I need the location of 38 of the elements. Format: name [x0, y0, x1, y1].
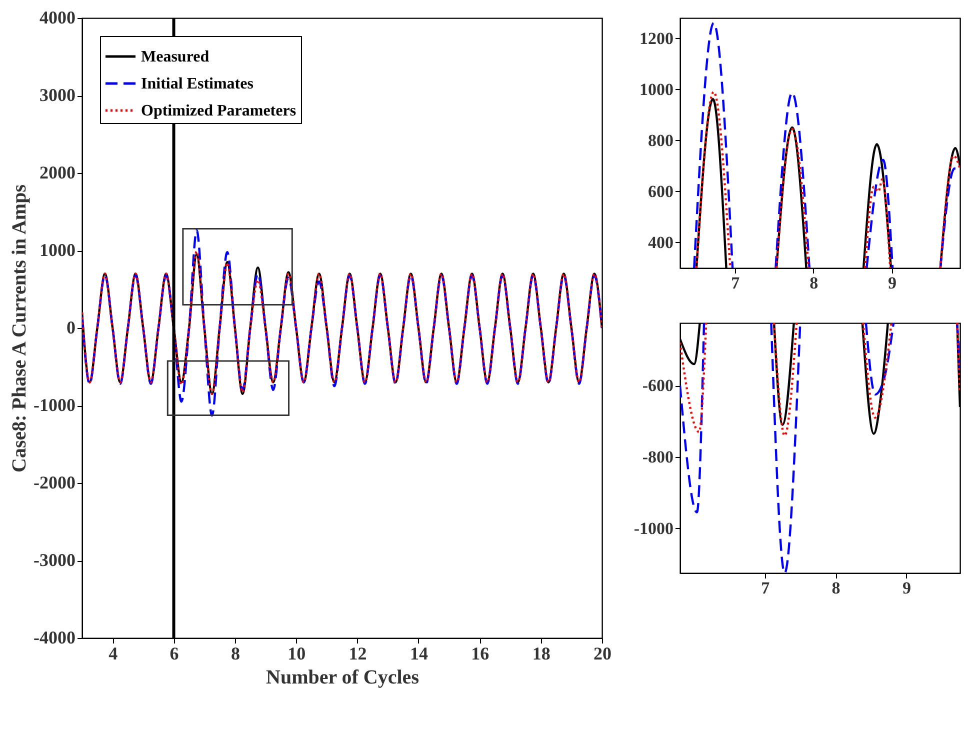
x-tick-label: 4: [108, 644, 118, 664]
y-tick-label: 800: [648, 130, 674, 150]
y-tick-label: -1000: [34, 395, 76, 415]
y-tick-label: 0: [66, 318, 76, 338]
x-tick-label: 9: [902, 578, 912, 598]
x-tick-label: 7: [761, 578, 770, 598]
legend-label: Measured: [141, 48, 210, 66]
x-tick-label: 8: [832, 578, 840, 598]
y-tick-label: 1200: [640, 28, 674, 48]
legend-label: Optimized Parameters: [141, 102, 296, 120]
x-tick-label: 7: [731, 274, 740, 292]
y-axis-title: Case8: Phase A Currents in Amps: [8, 184, 31, 472]
y-tick-label: -4000: [34, 628, 76, 648]
x-tick-label: 9: [888, 274, 897, 292]
y-tick-label: -600: [642, 376, 674, 395]
x-tick-label: 8: [230, 644, 240, 664]
x-tick-label: 14: [410, 644, 428, 664]
x-tick-label: 18: [532, 644, 550, 664]
line-series: [82, 229, 602, 417]
x-tick-label: 8: [810, 274, 818, 292]
x-tick-label: 20: [594, 644, 612, 664]
y-tick-label: 1000: [40, 240, 76, 260]
y-tick-label: -3000: [34, 550, 76, 570]
x-axis-title: Number of Cycles: [266, 666, 420, 688]
y-tick-label: 3000: [40, 85, 76, 105]
y-tick-label: 400: [648, 232, 674, 252]
y-tick-label: 2000: [40, 162, 76, 182]
y-tick-label: -1000: [634, 518, 674, 538]
y-tick-label: 4000: [40, 8, 76, 28]
y-tick-label: -2000: [34, 472, 76, 492]
y-tick-label: 1000: [640, 80, 674, 99]
y-tick-label: -800: [642, 447, 674, 466]
x-tick-label: 16: [471, 644, 490, 664]
legend-label: Initial Estimates: [141, 76, 254, 92]
x-tick-label: 6: [170, 644, 179, 664]
x-tick-label: 12: [348, 644, 367, 664]
y-tick-label: 600: [648, 182, 674, 201]
x-tick-label: 10: [288, 644, 306, 664]
